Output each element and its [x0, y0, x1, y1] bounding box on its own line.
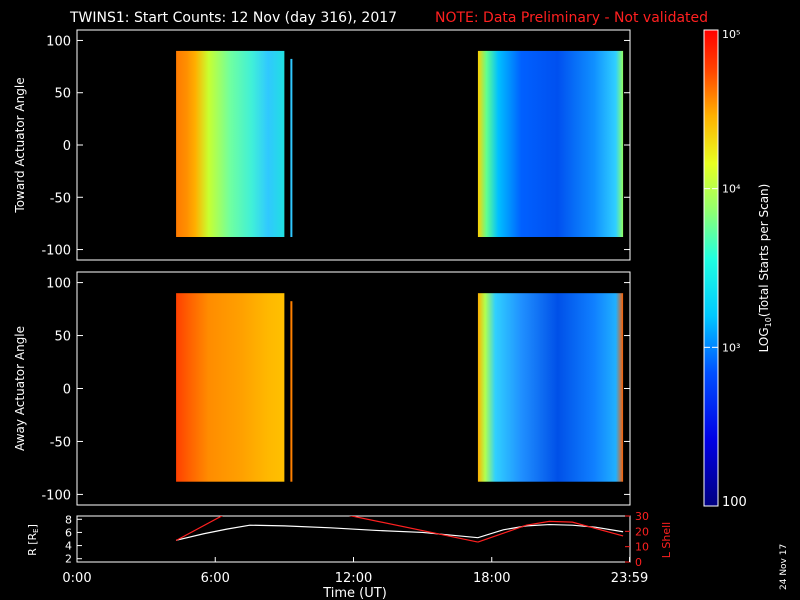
preliminary-note: NOTE: Data Preliminary - Not validated: [435, 10, 708, 26]
x-tick-label: 12:00: [335, 571, 372, 586]
radius-line: [175, 523, 624, 541]
y-tick-label: 100: [46, 34, 71, 49]
y-axis-label: Toward Actuator Angle: [13, 77, 27, 213]
l-tick-label: 20: [635, 525, 649, 538]
away-angle-panel: 100 50 0 -50 -100 Away Actuator Angle: [13, 271, 631, 506]
y-tick-label: -100: [41, 244, 71, 259]
heatmap-column: [290, 58, 293, 238]
x-tick-label: 0:00: [62, 571, 91, 586]
l-tick-label: 10: [635, 541, 649, 554]
y-tick-label: 50: [54, 330, 71, 345]
l-shell-line: [348, 516, 479, 543]
x-axis-label: Time (UT): [322, 586, 387, 600]
x-tick-label: 18:00: [473, 571, 510, 586]
r-tick-label: 4: [65, 540, 72, 553]
date-stamp: 24 Nov 17: [779, 544, 789, 590]
colorbar-tick-label: 100: [722, 495, 747, 510]
y-tick-label: 100: [46, 277, 71, 292]
colorbar-label-rest: (Total Starts per Scan): [757, 184, 771, 318]
colorbar-tick-label: 10⁵: [722, 28, 740, 41]
r-tick-label: 2: [65, 553, 72, 566]
heatmap-block: [477, 293, 624, 482]
colorbar-tick-label: 10⁴: [722, 183, 741, 196]
colorbar-label: LOG10(Total Starts per Scan): [757, 184, 773, 353]
l-shell-axis-label: L Shell: [660, 522, 673, 558]
r-axis-label: R [RE]: [26, 524, 40, 556]
toward-angle-panel: 100 50 0 -50 -100 Toward Actuator Angle: [13, 29, 631, 261]
heatmap-block: [477, 50, 624, 238]
l-tick-label: 0: [635, 556, 642, 569]
chart-title: TWINS1: Start Counts: 12 Nov (day 316), …: [69, 10, 397, 26]
y-axis-label: Away Actuator Angle: [13, 326, 27, 451]
l-shell-line: [477, 520, 624, 543]
colorbar-label-base: LOG: [757, 327, 771, 352]
y-tick-label: -50: [50, 435, 71, 450]
colorbar-label-sub: 10: [764, 317, 773, 327]
y-tick-label: 0: [63, 383, 71, 398]
y-tick-label: 50: [54, 87, 71, 102]
l-tick-label: 30: [635, 510, 649, 523]
colorbar: [703, 29, 719, 507]
heatmap-block: [176, 50, 285, 238]
r-tick-label: 6: [65, 526, 72, 539]
orbit-frame: [76, 515, 631, 563]
colorbar-tick-label: 10³: [722, 341, 740, 354]
heatmap-column: [290, 301, 293, 482]
heatmap-block: [176, 293, 285, 482]
l-shell-line: [175, 516, 223, 542]
r-tick-label: 8: [65, 513, 72, 526]
x-tick-label: 6:00: [201, 571, 230, 586]
y-tick-label: 0: [63, 139, 71, 154]
y-tick-label: -50: [50, 191, 71, 206]
colorbar-ticks: 10⁵ 10⁴ 10³ 100: [704, 28, 747, 510]
y-tick-label: -100: [41, 488, 71, 503]
x-tick-label: 23:59: [611, 571, 648, 586]
